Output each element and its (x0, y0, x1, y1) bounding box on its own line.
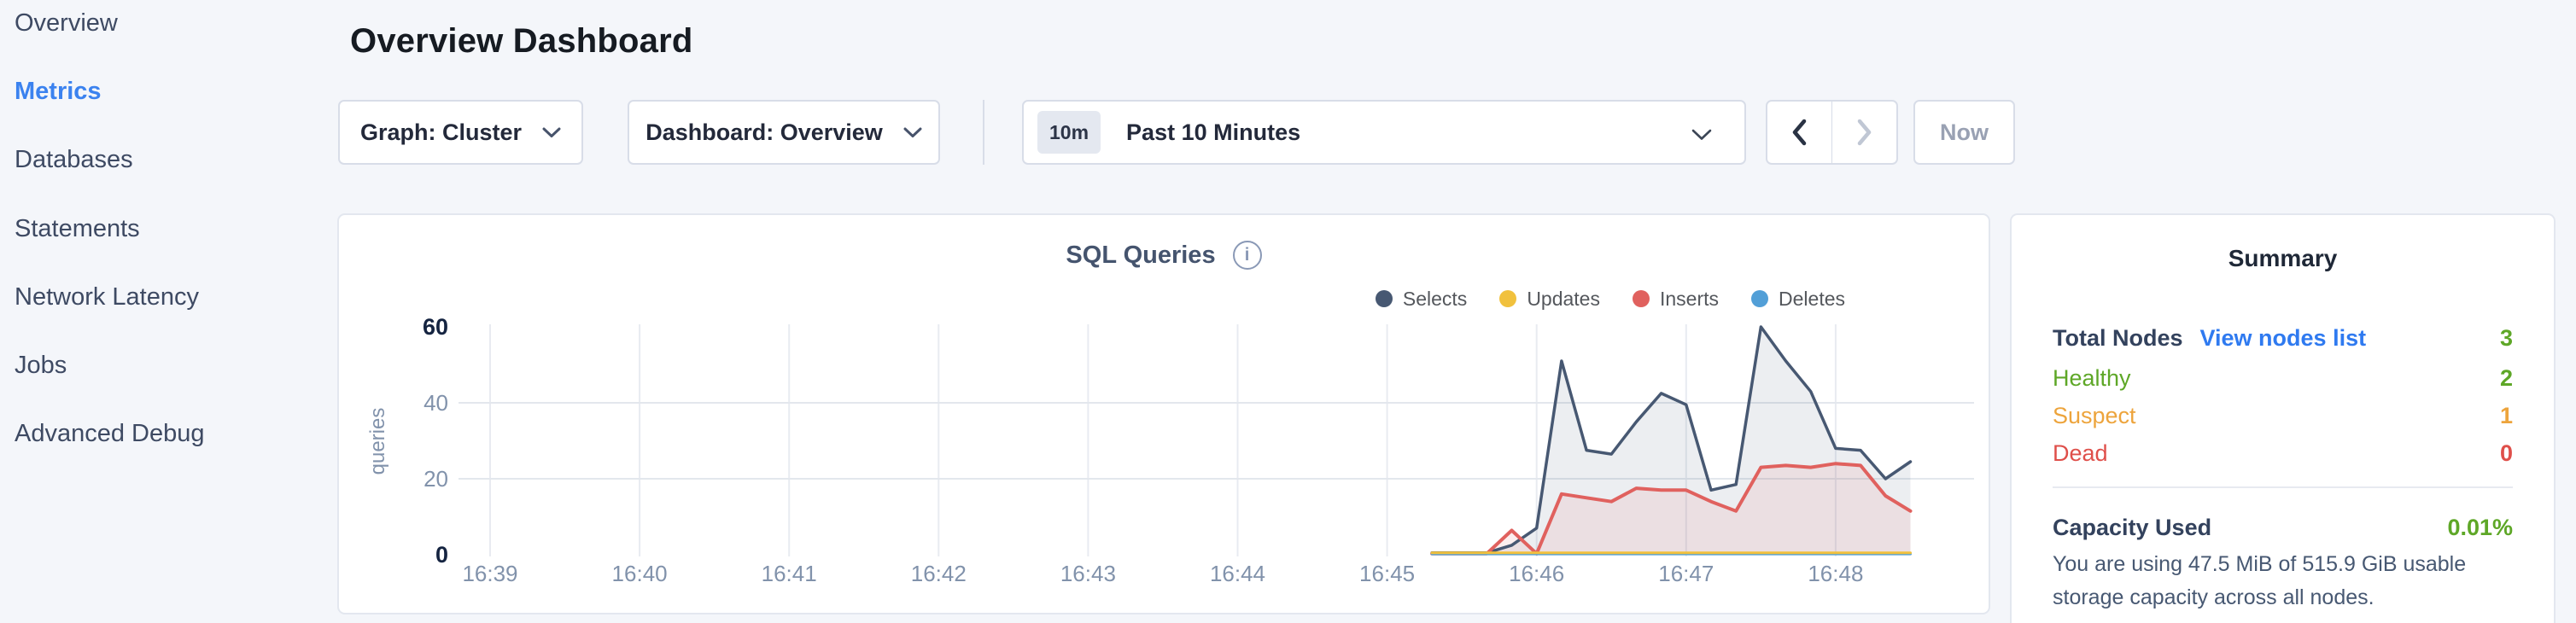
legend-label: Selects (1402, 287, 1468, 310)
x-tick-16-40: 16:40 (611, 561, 668, 586)
chart-legend: Selects Updates Inserts Deletes (1375, 287, 1845, 311)
sidebar-item-statements[interactable]: Statements (15, 214, 140, 242)
legend-item-selects[interactable]: Selects (1375, 287, 1468, 311)
sidebar-item-metrics[interactable]: Metrics (15, 78, 102, 106)
controls-divider (983, 100, 984, 165)
capacity-used-value: 0.01% (2447, 515, 2513, 540)
arrow-separator (1831, 102, 1833, 163)
x-tick-16-43: 16:43 (1060, 561, 1116, 586)
summary-row-value: 1 (2499, 403, 2513, 428)
summary-row-suspect: Suspect 1 (2012, 401, 2554, 430)
capacity-note: You are using 47.5 MiB of 515.9 GiB usab… (2053, 552, 2467, 609)
summary-row-total-nodes: Total Nodes View nodes list 3 (2012, 323, 2554, 352)
chevron-right-icon (1857, 119, 1871, 146)
time-range-badge: 10m (1037, 111, 1101, 154)
legend-label: Inserts (1659, 287, 1720, 310)
x-tick-16-45: 16:45 (1359, 561, 1416, 586)
info-icon[interactable]: i (1232, 241, 1262, 270)
legend-label: Deletes (1779, 287, 1845, 310)
time-range-label: Past 10 Minutes (1126, 119, 1301, 145)
summary-card: Summary Total Nodes View nodes list 3 Healt… (2010, 213, 2556, 623)
y-tick-0: 0 (435, 542, 448, 568)
legend-dot-icon (1499, 290, 1517, 307)
sidebar-item-overview[interactable]: Overview (15, 9, 118, 37)
chevron-down-icon (1691, 129, 1712, 140)
summary-row-label: Total Nodes (2053, 325, 2183, 351)
summary-row-value: 0 (2499, 440, 2513, 466)
chevron-down-icon (542, 127, 561, 137)
legend-dot-icon (1632, 290, 1650, 307)
time-range-dropdown[interactable]: 10m Past 10 Minutes (1022, 100, 1746, 165)
sidebar-item-network-latency[interactable]: Network Latency (15, 282, 199, 311)
x-tick-16-42: 16:42 (910, 561, 967, 586)
summary-row-value: 3 (2499, 325, 2513, 351)
next-time-button[interactable] (1832, 102, 1896, 163)
summary-row-label: Dead (2053, 440, 2108, 466)
summary-divider (2053, 486, 2513, 488)
summary-title: Summary (2228, 245, 2338, 271)
summary-row-dead: Dead 0 (2012, 439, 2554, 468)
graph-dropdown-label: Graph: Cluster (359, 119, 523, 145)
view-nodes-list-link[interactable]: View nodes list (2199, 325, 2367, 351)
summary-row-label: Healthy (2053, 365, 2131, 391)
now-button[interactable]: Now (1913, 100, 2015, 165)
chart-title: SQL Queries (1066, 241, 1216, 269)
legend-item-deletes[interactable]: Deletes (1751, 288, 1845, 311)
chart-plot-area (459, 324, 1974, 556)
legend-item-updates[interactable]: Updates (1499, 288, 1600, 311)
sidebar: Overview Metrics Databases Statements Networ… (0, 0, 337, 623)
y-tick-20: 20 (423, 466, 448, 492)
dashboard-dropdown[interactable]: Dashboard: Overview (628, 100, 940, 165)
capacity-used-label: Capacity Used (2053, 515, 2212, 540)
graph-dropdown[interactable]: Graph: Cluster (338, 100, 583, 165)
x-tick-16-46: 16:46 (1509, 561, 1565, 586)
prev-time-button[interactable] (1767, 102, 1831, 163)
x-tick-16-47: 16:47 (1658, 561, 1714, 586)
capacity-used-row: Capacity Used 0.01% (2012, 513, 2554, 542)
x-tick-16-39: 16:39 (462, 561, 518, 586)
legend-dot-icon (1751, 290, 1769, 307)
x-tick-16-41: 16:41 (761, 561, 817, 586)
legend-label: Updates (1527, 287, 1600, 310)
dashboard-dropdown-label: Dashboard: Overview (645, 119, 883, 145)
chevron-left-icon (1793, 119, 1807, 146)
summary-row-label: Suspect (2053, 403, 2136, 428)
legend-item-inserts[interactable]: Inserts (1632, 287, 1720, 311)
x-tick-16-44: 16:44 (1209, 561, 1266, 586)
sql-queries-chart-card: SQL Queries i Selects Updates Inserts Delet… (337, 213, 1990, 614)
sidebar-item-databases[interactable]: Databases (15, 146, 133, 174)
sidebar-item-jobs[interactable]: Jobs (15, 352, 67, 379)
legend-dot-icon (1375, 290, 1393, 307)
summary-row-healthy: Healthy 2 (2012, 364, 2554, 393)
y-axis-label: queries (366, 407, 389, 475)
y-tick-60: 60 (422, 314, 448, 340)
chevron-down-icon (903, 127, 922, 137)
sidebar-item-advanced-debug[interactable]: Advanced Debug (15, 420, 205, 448)
x-tick-16-48: 16:48 (1808, 561, 1864, 586)
chart-title-row: SQL Queries i (339, 239, 1989, 271)
summary-row-value: 2 (2499, 365, 2513, 391)
page-title: Overview Dashboard (350, 22, 693, 60)
time-step-buttons (1766, 100, 1898, 165)
y-tick-40: 40 (423, 390, 448, 416)
